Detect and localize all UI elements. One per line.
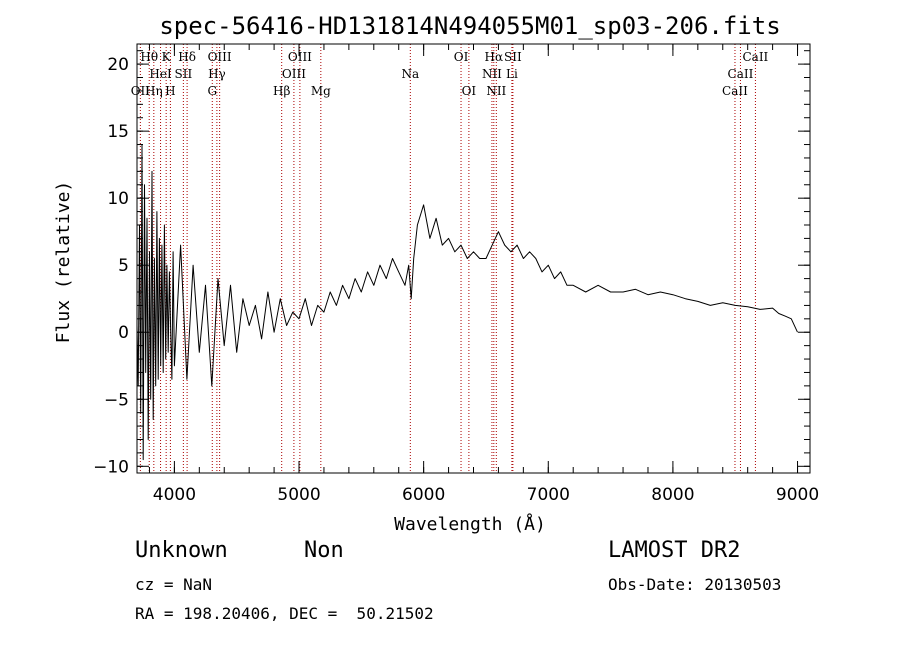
spectral-line-label: Hα xyxy=(485,50,504,64)
spectral-line-label: SII xyxy=(175,67,193,81)
spectral-line-label: CaII xyxy=(742,50,768,64)
spectral-line-label: CaII xyxy=(728,67,754,81)
y-tick-label: 10 xyxy=(107,189,129,209)
redshift-label: cz = NaN xyxy=(135,575,213,594)
spectral-line-label: Hβ xyxy=(273,84,290,98)
spectral-line-label: Hθ xyxy=(140,50,158,64)
x-tick-label: 6000 xyxy=(402,485,445,505)
y-tick-label: 20 xyxy=(107,55,129,75)
x-axis-label: Wavelength (Å) xyxy=(394,513,546,535)
x-tick-label: 9000 xyxy=(776,485,819,505)
spectral-line-label: SII xyxy=(504,50,522,64)
x-tick-label: 5000 xyxy=(277,485,320,505)
y-tick-label: 5 xyxy=(118,256,129,276)
plot-frame xyxy=(136,43,811,474)
spectral-line-label: NII xyxy=(482,67,502,81)
y-axis-label: Flux (relative) xyxy=(53,181,74,344)
y-tick-label: 0 xyxy=(118,323,129,343)
x-tick-label: 8000 xyxy=(651,485,694,505)
spectral-line-label: K xyxy=(162,50,172,64)
spectrum-series xyxy=(136,144,798,461)
spectral-line-markers xyxy=(139,44,756,473)
spectral-line-label: Hδ xyxy=(178,50,196,64)
chart-title: spec-56416-HD131814N494055M01_sp03-206.f… xyxy=(159,12,780,40)
subclass-label: Non xyxy=(304,538,344,563)
y-tick-label: −10 xyxy=(93,457,129,477)
spectral-line-label: OIII xyxy=(288,50,312,64)
spectral-line-label: G xyxy=(207,84,217,98)
y-tick-label: 15 xyxy=(107,122,129,142)
spectral-line-label: Hγ xyxy=(208,67,226,81)
spectral-line-label: Mg xyxy=(311,84,331,98)
axis-tick-labels: 4000 5000 6000 7000 8000 9000 −10 −5 0 5 10 15 20 xyxy=(93,55,819,505)
spectral-line-label: HeI xyxy=(149,67,172,81)
spectral-line-label: Hη xyxy=(145,84,163,98)
coordinates-label: RA = 198.20406, DEC = 50.21502 xyxy=(135,604,434,623)
spectral-line-label: OIII xyxy=(208,50,232,64)
spectral-line-label: NII xyxy=(486,84,506,98)
spectral-line-label: OIII xyxy=(282,67,306,81)
y-tick-label: −5 xyxy=(104,390,129,410)
spectral-line-label: H xyxy=(165,84,175,98)
spectral-line-label: OI xyxy=(454,50,469,64)
spectrum-line xyxy=(136,144,798,461)
obs-date-label: Obs-Date: 20130503 xyxy=(608,575,782,594)
spectral-line-label: Na xyxy=(401,67,419,81)
survey-label: LAMOST DR2 xyxy=(608,538,741,563)
spectral-line-label: CaII xyxy=(722,84,748,98)
classification-label: Unknown xyxy=(135,538,228,563)
x-tick-label: 7000 xyxy=(527,485,570,505)
axis-ticks xyxy=(137,44,810,473)
spectral-line-label: OI xyxy=(462,84,477,98)
x-tick-label: 4000 xyxy=(153,485,196,505)
spectral-line-label: Li xyxy=(506,67,518,81)
